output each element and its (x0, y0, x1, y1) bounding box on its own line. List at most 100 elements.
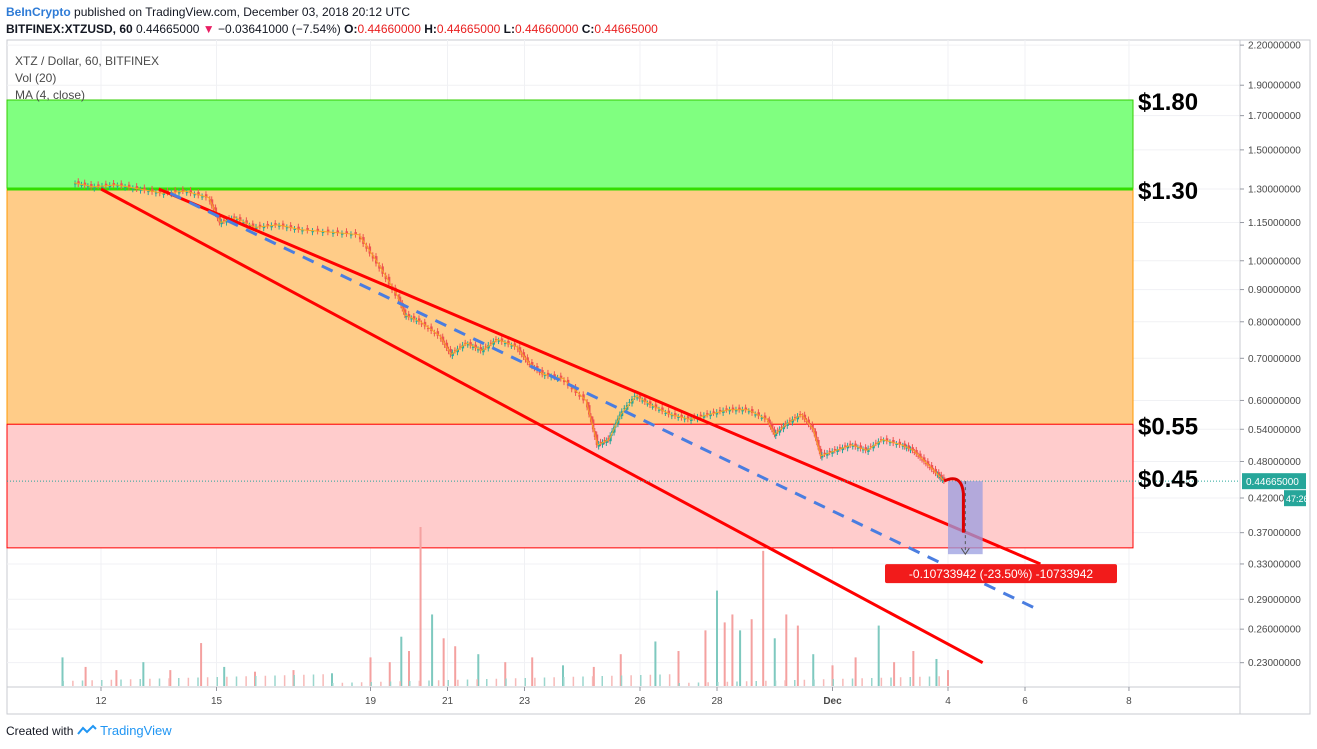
price-axis[interactable]: 2.20000000 1.90000000 1.70000000 1.50000000… (1240, 41, 1309, 670)
candle-body (497, 340, 501, 342)
volume-bar (938, 676, 940, 686)
candle-body (791, 419, 794, 423)
volume-bar (389, 681, 392, 686)
price-tick-label: 1.30000000 (1248, 185, 1301, 196)
candle-body (651, 406, 655, 408)
volume-bar (716, 590, 718, 686)
candle-body (643, 398, 647, 402)
candle-body (778, 429, 782, 433)
candle-body (541, 370, 544, 375)
candle-body (706, 413, 709, 415)
candle-body (709, 413, 712, 417)
volume-bar (832, 679, 834, 686)
candle-body (882, 440, 886, 442)
candle-body (648, 401, 652, 406)
volume-bar (796, 625, 799, 686)
footer-created: Created with (6, 724, 74, 738)
candle-body (763, 415, 767, 420)
volume-bar (293, 675, 295, 686)
candle-body (605, 440, 608, 443)
candle-body (603, 440, 606, 442)
candle-body (782, 425, 785, 430)
volume-bar (899, 677, 902, 686)
volume-bar (505, 678, 507, 686)
volume-bar (332, 683, 334, 686)
candle-body (844, 445, 847, 447)
candle-body (456, 348, 459, 353)
volume-bar (457, 679, 459, 686)
volume-bar (861, 678, 863, 686)
volume-bar (351, 682, 353, 686)
volume-bar (659, 674, 661, 686)
candle-body (108, 185, 112, 188)
candle-body (731, 407, 735, 410)
candle-body (905, 447, 909, 449)
volume-bar (149, 678, 151, 686)
volume-bars (61, 527, 949, 686)
open-label: O: (344, 22, 358, 36)
volume-bar (428, 680, 430, 686)
candle-body (699, 414, 703, 417)
price-tick-label: 1.15000000 (1248, 218, 1301, 229)
candle-body (690, 418, 693, 421)
candle-body (201, 196, 204, 198)
candle-body (930, 465, 934, 470)
volume-bar (91, 680, 93, 686)
trend-lines (7, 187, 1240, 665)
zone-price-label: $1.80 (1138, 89, 1198, 116)
candle-body (151, 188, 154, 192)
zone-labels: $1.80 $1.30 $0.55 $0.45 (1138, 89, 1198, 493)
candle-body (147, 191, 150, 193)
candle-body (218, 215, 221, 223)
channel-upper-line (158, 187, 1041, 566)
candle-body (451, 352, 454, 357)
candle-body (553, 374, 556, 378)
volume-bar (871, 678, 873, 686)
volume-bar (142, 662, 145, 686)
measure-tool[interactable]: -0.10733942 (-23.50%) -10733942 (885, 477, 1117, 584)
volume-bar (399, 681, 401, 686)
candle-body (538, 371, 542, 373)
volume-bar (169, 670, 172, 686)
volume-bar (592, 666, 595, 686)
candle-body (588, 405, 591, 415)
candle-body (851, 445, 855, 447)
candle-body (86, 186, 90, 188)
candle-body (489, 342, 493, 344)
price-tick-label: 0.42000000 (1248, 494, 1301, 505)
candle-body (83, 182, 87, 186)
candle-body (492, 341, 495, 345)
candle-body (193, 194, 196, 196)
candle-body (657, 409, 661, 411)
time-axis[interactable]: 12 15 19 21 23 26 28 Dec 4 6 8 (95, 687, 1132, 707)
volume-bar (101, 680, 103, 686)
candle-body (786, 422, 789, 426)
candle-body (459, 346, 462, 348)
time-tick-label: 15 (211, 696, 223, 707)
candle-body (518, 347, 522, 352)
candle-body (466, 344, 470, 346)
volume-bar (668, 674, 671, 686)
volume-bar (197, 677, 199, 686)
price-change: −0.03641000 (−7.54%) (218, 22, 341, 36)
volume-bar (200, 643, 203, 686)
volume-bar (264, 675, 267, 686)
candle-body (474, 344, 477, 349)
candle-body (862, 449, 865, 451)
volume-bar (812, 654, 815, 686)
volume-bar (360, 682, 363, 686)
candle-body (856, 447, 860, 449)
volume-bar (187, 677, 190, 686)
candle-body (274, 223, 277, 225)
candle-body (482, 348, 485, 353)
footer-brand[interactable]: TradingView (100, 723, 172, 738)
candle-body (913, 451, 916, 453)
volume-bar (736, 681, 738, 686)
volume-bar (755, 681, 757, 686)
volume-bar (572, 676, 575, 686)
publish-text: published on TradingView.com, December 0… (74, 5, 410, 19)
volume-bar (216, 677, 218, 686)
volume-bar (877, 625, 880, 686)
candle-body (909, 449, 912, 451)
